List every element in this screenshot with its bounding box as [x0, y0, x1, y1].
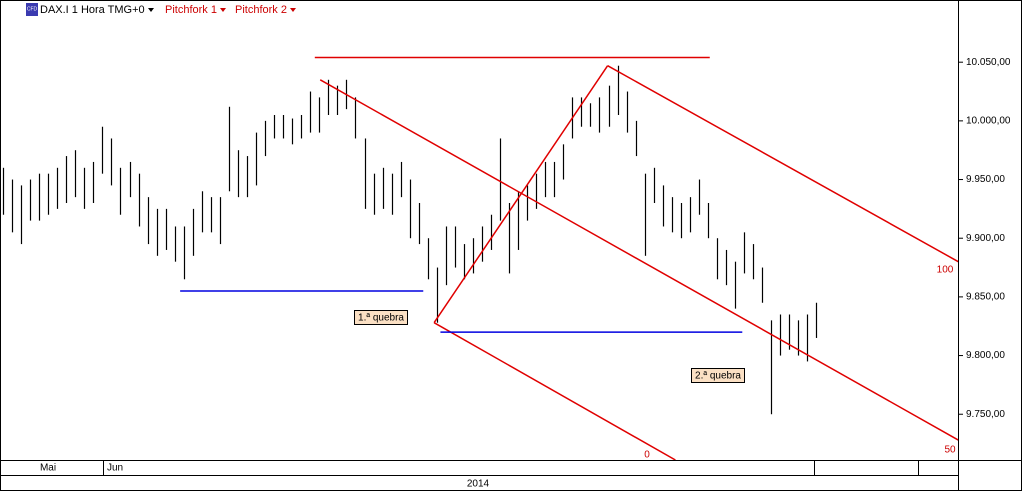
icon-text: CFD — [27, 6, 38, 12]
drawing-line — [607, 65, 958, 263]
year-label: 2014 — [467, 479, 490, 490]
y-tick-label: 10.000,00 — [966, 116, 1011, 127]
y-tick-label: 9.950,00 — [966, 174, 1005, 185]
dropdown-arrow[interactable] — [220, 8, 226, 12]
fork-label: 100 — [937, 265, 954, 276]
symbol-icon — [26, 3, 38, 16]
y-tick-label: 9.750,00 — [966, 409, 1005, 420]
month-label: Jun — [107, 463, 123, 474]
dropdown-arrow[interactable] — [148, 8, 154, 12]
drawing-line — [433, 65, 609, 324]
month-label: Mai — [40, 463, 56, 474]
drawings — [180, 56, 958, 460]
symbol-label[interactable]: DAX.I 1 Hora TMG+0 — [40, 4, 145, 16]
annotation: 2.ª quebra — [695, 371, 741, 382]
annotation-box — [354, 310, 408, 325]
pitchfork-menu[interactable]: Pitchfork 2 — [235, 4, 287, 16]
drawing-line — [319, 79, 958, 441]
y-tick-label: 9.850,00 — [966, 292, 1005, 303]
fork-label: 50 — [944, 445, 956, 456]
price-axis: 10.050,00 10.000,00 9.950,00 9.900,00 9.850,… — [958, 57, 1011, 420]
fork-label: 0 — [644, 450, 650, 461]
annotation-box — [691, 368, 745, 383]
y-tick-label: 9.900,00 — [966, 233, 1005, 244]
dropdown-arrow[interactable] — [290, 8, 296, 12]
y-tick-label: 10.050,00 — [966, 57, 1011, 68]
drawing-line — [433, 322, 676, 460]
annotation: 1.ª quebra — [358, 313, 404, 324]
y-tick-label: 9.800,00 — [966, 350, 1005, 361]
pitchfork-menu[interactable]: Pitchfork 1 — [165, 4, 217, 16]
plot-area — [2, 65, 818, 415]
